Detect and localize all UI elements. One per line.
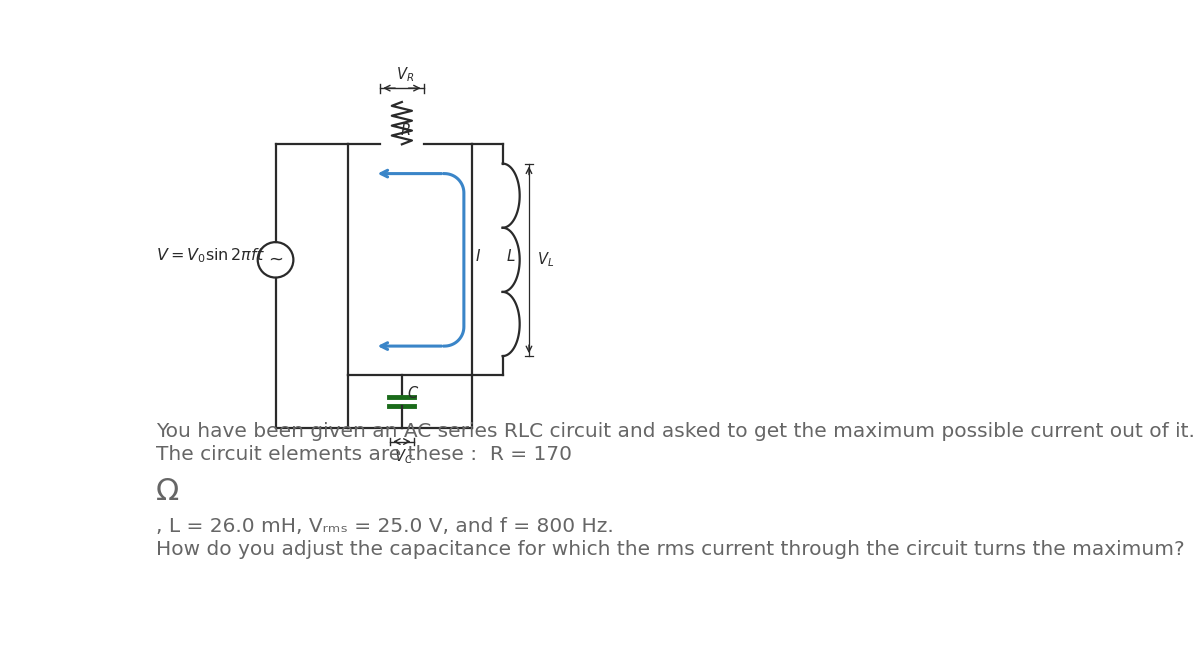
Text: $V_L$: $V_L$ xyxy=(536,251,554,270)
Text: $V = V_0 \sin 2\pi ft$: $V = V_0 \sin 2\pi ft$ xyxy=(156,247,265,266)
Text: The circuit elements are these :  R = 170: The circuit elements are these : R = 170 xyxy=(156,445,572,464)
Text: You have been given an AC series RLC circuit and asked to get the maximum possib: You have been given an AC series RLC cir… xyxy=(156,422,1195,441)
Text: $I$: $I$ xyxy=(475,248,481,264)
Text: $R$: $R$ xyxy=(400,122,410,138)
Text: $L$: $L$ xyxy=(505,248,515,264)
Text: $C$: $C$ xyxy=(407,385,419,400)
Text: Ω: Ω xyxy=(156,477,180,506)
Text: $V_C$: $V_C$ xyxy=(394,447,413,465)
Text: ~: ~ xyxy=(268,251,283,269)
Text: $V_R$: $V_R$ xyxy=(396,65,414,83)
Text: , L = 26.0 mH, Vᵣₘₛ = 25.0 V, and f = 800 Hz.: , L = 26.0 mH, Vᵣₘₛ = 25.0 V, and f = 80… xyxy=(156,517,614,536)
Text: How do you adjust the capacitance for which the rms current through the circuit : How do you adjust the capacitance for wh… xyxy=(156,540,1184,559)
